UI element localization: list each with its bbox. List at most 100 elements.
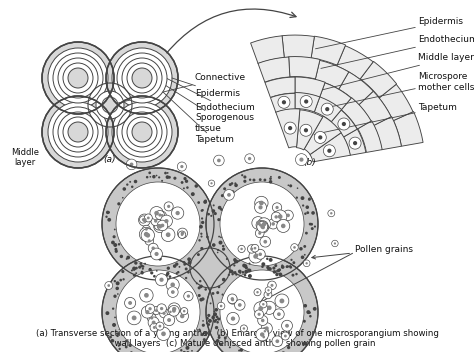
Circle shape (233, 264, 236, 266)
Circle shape (260, 301, 267, 308)
Circle shape (289, 265, 292, 268)
Circle shape (140, 264, 143, 267)
Circle shape (282, 351, 285, 352)
Circle shape (112, 323, 116, 327)
Circle shape (243, 327, 245, 330)
Circle shape (273, 270, 276, 274)
Circle shape (158, 176, 160, 178)
Circle shape (125, 340, 128, 342)
Circle shape (145, 228, 148, 231)
Circle shape (201, 297, 205, 301)
Circle shape (229, 183, 232, 186)
Circle shape (164, 219, 169, 223)
Circle shape (131, 270, 133, 271)
Circle shape (118, 345, 119, 347)
Circle shape (281, 264, 283, 266)
Circle shape (119, 343, 120, 344)
Polygon shape (379, 84, 413, 121)
Circle shape (180, 349, 182, 351)
Circle shape (295, 273, 298, 275)
Circle shape (288, 184, 289, 186)
Circle shape (145, 310, 149, 314)
Circle shape (213, 310, 215, 312)
Circle shape (266, 258, 268, 260)
Circle shape (267, 289, 270, 291)
Circle shape (304, 213, 307, 215)
Circle shape (170, 282, 175, 287)
Circle shape (105, 215, 108, 218)
Circle shape (235, 260, 238, 263)
Circle shape (238, 270, 242, 273)
Circle shape (139, 227, 153, 241)
Polygon shape (271, 93, 295, 113)
Circle shape (141, 271, 143, 273)
Circle shape (144, 232, 149, 237)
Circle shape (228, 294, 237, 304)
Circle shape (127, 311, 141, 325)
Circle shape (291, 244, 298, 251)
Circle shape (288, 126, 292, 130)
Circle shape (126, 258, 128, 260)
Circle shape (268, 267, 272, 271)
Circle shape (159, 278, 164, 282)
Circle shape (258, 205, 263, 209)
Circle shape (109, 336, 112, 339)
Circle shape (132, 122, 152, 142)
Circle shape (287, 265, 289, 268)
Circle shape (303, 304, 307, 308)
Circle shape (224, 337, 227, 339)
Circle shape (247, 269, 250, 271)
Circle shape (296, 196, 298, 199)
Text: Epidermis: Epidermis (172, 78, 240, 98)
Circle shape (219, 343, 223, 346)
Polygon shape (289, 57, 320, 79)
Circle shape (287, 346, 290, 349)
Circle shape (261, 262, 265, 266)
Circle shape (244, 264, 247, 268)
Circle shape (111, 240, 115, 244)
Circle shape (216, 321, 219, 323)
Polygon shape (360, 61, 397, 98)
Circle shape (185, 180, 188, 183)
Circle shape (217, 218, 220, 221)
Circle shape (303, 260, 310, 267)
Circle shape (272, 222, 275, 226)
Circle shape (255, 253, 258, 257)
Text: Endothecium: Endothecium (166, 78, 255, 113)
Circle shape (281, 224, 285, 228)
Circle shape (168, 303, 180, 315)
Circle shape (207, 213, 210, 215)
Circle shape (188, 261, 191, 265)
Circle shape (155, 252, 159, 256)
Circle shape (42, 42, 114, 114)
Circle shape (258, 221, 268, 231)
Circle shape (201, 209, 203, 212)
Circle shape (314, 131, 326, 143)
Circle shape (148, 243, 158, 253)
Circle shape (169, 310, 172, 313)
Circle shape (214, 155, 224, 166)
Circle shape (106, 210, 109, 214)
Circle shape (148, 307, 152, 310)
Circle shape (228, 274, 230, 276)
Circle shape (251, 244, 259, 252)
Circle shape (122, 58, 162, 98)
Circle shape (278, 214, 283, 219)
Circle shape (197, 253, 200, 256)
Circle shape (199, 328, 201, 331)
Circle shape (190, 248, 230, 288)
Circle shape (157, 224, 160, 227)
Polygon shape (319, 83, 351, 110)
Circle shape (286, 214, 290, 217)
Circle shape (155, 210, 164, 220)
Circle shape (132, 68, 152, 88)
Circle shape (151, 248, 163, 260)
Circle shape (167, 172, 169, 174)
Circle shape (300, 158, 303, 162)
Circle shape (248, 274, 252, 278)
Circle shape (234, 182, 237, 184)
Circle shape (200, 285, 202, 287)
Circle shape (126, 183, 128, 186)
Circle shape (110, 334, 112, 336)
Circle shape (305, 206, 309, 209)
